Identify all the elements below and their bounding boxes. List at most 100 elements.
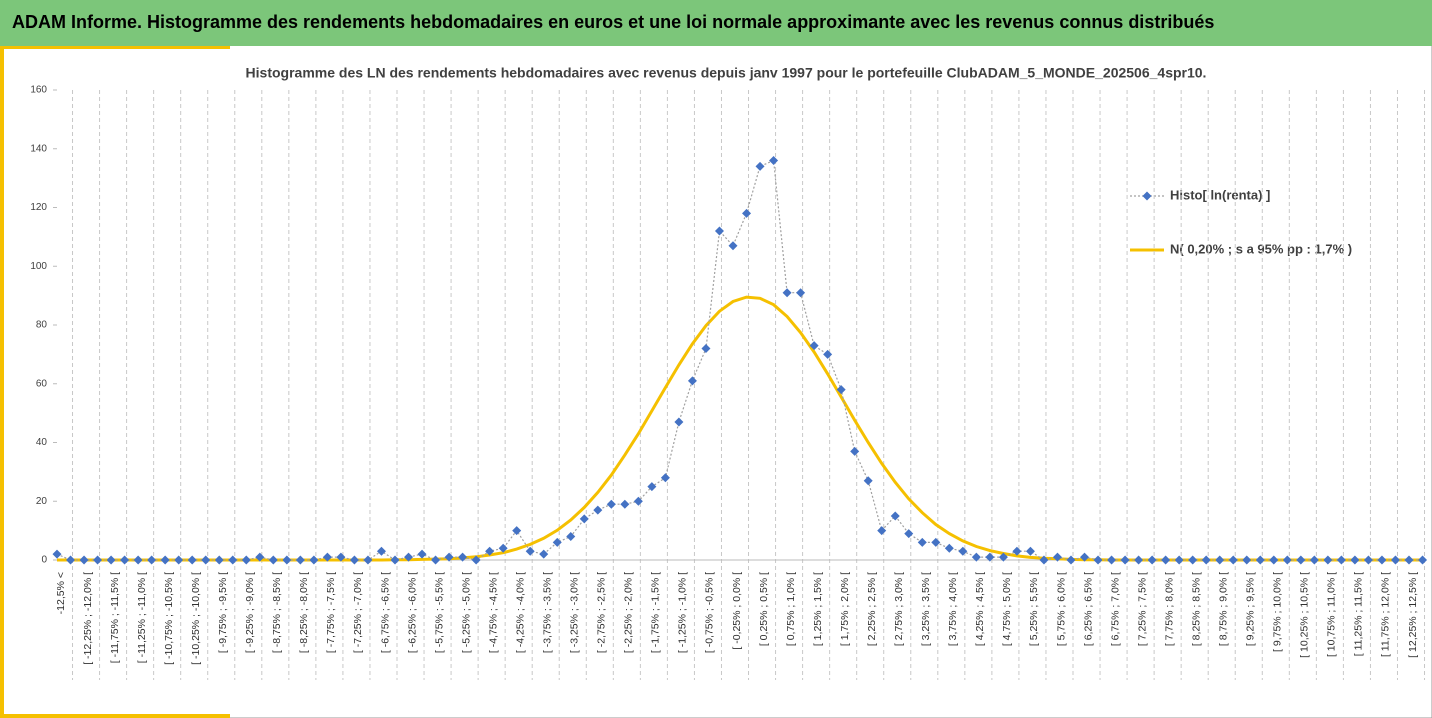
histo-marker — [417, 549, 427, 559]
x-tick-label: [ -1,25% ; -1,0% [ — [677, 572, 689, 653]
histo-marker — [579, 514, 589, 524]
x-tick-label: [ -0,25% ; 0,0% [ — [731, 572, 743, 650]
histo-marker — [336, 552, 346, 562]
histo-marker — [998, 552, 1008, 562]
histo-marker — [66, 555, 76, 565]
histo-marker — [863, 476, 873, 486]
histo-marker — [931, 537, 941, 547]
histo-marker — [174, 555, 184, 565]
histo-marker — [458, 552, 468, 562]
histo-marker — [836, 385, 846, 395]
y-tick-label: 60 — [36, 378, 48, 389]
histo-marker — [633, 496, 643, 506]
accent-bottom — [0, 714, 230, 718]
chart-title: Histogramme des LN des rendements hebdom… — [246, 65, 1207, 81]
histo-marker — [1147, 555, 1157, 565]
histo-marker — [971, 552, 981, 562]
histo-marker — [593, 505, 603, 515]
histo-marker — [1323, 555, 1333, 565]
histo-marker — [742, 208, 752, 218]
histo-marker — [363, 555, 373, 565]
x-tick-label: [ -6,25% ; -6,0% [ — [406, 572, 418, 653]
histo-marker — [160, 555, 170, 565]
x-tick-label: [ -2,75% ; -2,5% [ — [596, 572, 608, 653]
histo-marker — [958, 546, 968, 556]
histo-marker — [268, 555, 278, 565]
x-tick-label: [ 8,25% ; 8,5% [ — [1190, 572, 1202, 646]
histo-marker — [1215, 555, 1225, 565]
histo-marker — [714, 226, 724, 236]
header-title: ADAM Informe. Histogramme des rendements… — [12, 12, 1214, 32]
x-tick-label: [ 7,25% ; 7,5% [ — [1136, 572, 1148, 646]
histo-marker — [79, 555, 89, 565]
histo-marker — [322, 552, 332, 562]
histo-marker — [52, 549, 62, 559]
histo-marker — [566, 532, 576, 541]
x-tick-label: [ -10,25% ; -10,0% [ — [190, 572, 202, 665]
x-tick-label: [ 2,25% ; 2,5% [ — [866, 572, 878, 646]
histo-marker — [201, 555, 211, 565]
histo-marker — [309, 555, 319, 565]
histo-marker — [796, 288, 806, 298]
histo-marker — [660, 473, 670, 483]
histo-marker — [1390, 555, 1400, 565]
histo-marker — [917, 537, 927, 547]
histo-marker — [647, 482, 657, 492]
histo-marker — [1255, 555, 1265, 565]
histo-marker — [823, 349, 833, 359]
x-tick-label: [ -6,75% ; -6,5% [ — [379, 572, 391, 653]
x-tick-label: [ -4,75% ; -4,5% [ — [487, 572, 499, 653]
x-tick-label: [ 0,25% ; 0,5% [ — [758, 572, 770, 646]
histo-marker — [147, 555, 157, 565]
histo-marker — [120, 555, 130, 565]
accent-left — [0, 46, 4, 718]
histo-marker — [228, 555, 238, 565]
x-tick-label: [ -8,75% ; -8,5% [ — [271, 572, 283, 653]
x-tick-label: [ 4,75% ; 5,0% [ — [1001, 572, 1013, 646]
x-tick-label: [ -7,75% ; -7,5% [ — [325, 572, 337, 653]
histo-marker — [1066, 555, 1076, 565]
x-tick-label: [ 3,25% ; 3,5% [ — [920, 572, 932, 646]
x-tick-label: [ -11,75% ; -11,5% [ — [109, 572, 121, 663]
histo-marker — [1201, 555, 1211, 565]
histo-marker — [1039, 555, 1049, 565]
x-tick-label: [ 5,75% ; 6,0% [ — [1055, 572, 1067, 646]
x-tick-label: [ 5,25% ; 5,5% [ — [1028, 572, 1040, 646]
histo-marker — [93, 555, 103, 565]
histo-marker — [539, 549, 549, 559]
histo-marker — [687, 376, 697, 386]
histo-marker — [944, 543, 954, 553]
x-tick-label: [ 4,25% ; 4,5% [ — [974, 572, 986, 646]
histo-marker — [1418, 555, 1428, 565]
x-tick-label: [ -1,75% ; -1,5% [ — [650, 572, 662, 653]
histo-marker — [1282, 555, 1292, 565]
histo-marker — [606, 499, 616, 509]
histo-marker — [255, 552, 265, 562]
histo-marker — [850, 446, 860, 456]
histo-marker — [431, 555, 441, 565]
histo-marker — [1093, 555, 1103, 565]
y-tick-label: 120 — [30, 202, 47, 213]
histo-marker — [349, 555, 359, 565]
histo-marker — [1269, 555, 1279, 565]
histo-marker — [1120, 555, 1130, 565]
histo-marker — [1188, 555, 1198, 565]
histo-marker — [471, 555, 481, 565]
histo-marker — [1309, 555, 1319, 565]
histo-marker — [404, 552, 414, 562]
x-tick-label: -12,5% < — [55, 572, 67, 614]
histo-marker — [985, 552, 995, 562]
x-tick-label: [ -2,25% ; -2,0% [ — [623, 572, 635, 653]
x-tick-label: [ 0,75% ; 1,0% [ — [785, 572, 797, 646]
x-tick-label: [ -9,75% ; -9,5% [ — [217, 572, 229, 653]
x-tick-label: [ 7,75% ; 8,0% [ — [1163, 572, 1175, 646]
legend-marker — [1142, 191, 1152, 201]
histo-marker — [1012, 546, 1022, 556]
x-tick-label: [ 2,75% ; 3,0% [ — [893, 572, 905, 646]
x-tick-label: [ -0,75% ; -0,5% [ — [704, 572, 716, 653]
histo-marker — [1107, 555, 1117, 565]
accent-top — [0, 46, 230, 49]
histo-marker — [1363, 555, 1373, 565]
